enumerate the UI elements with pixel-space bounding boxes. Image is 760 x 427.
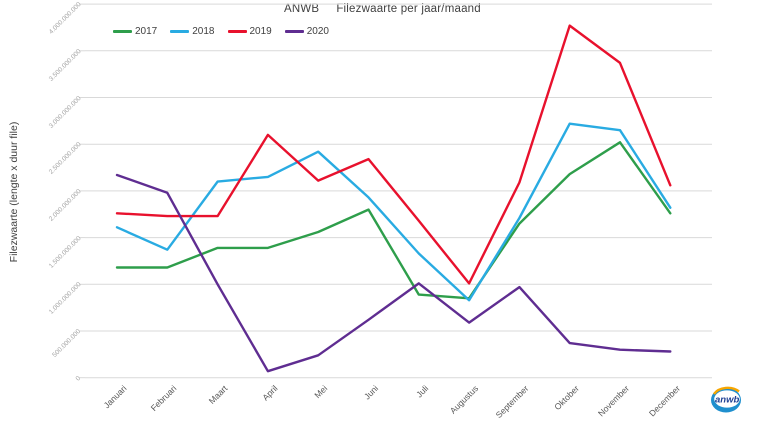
legend-label-2017: 2017 xyxy=(135,26,158,37)
series-line-2020 xyxy=(115,173,672,373)
series-line-2018 xyxy=(115,122,672,302)
legend-item-2020: 2020 xyxy=(284,26,329,37)
series-line-2017 xyxy=(115,141,672,300)
legend-label-2019: 2019 xyxy=(249,26,272,37)
chart-title: ANWB Filezwaarte per jaar/maand xyxy=(284,3,481,15)
legend-swatch-2019 xyxy=(227,30,247,33)
legend-item-2019: 2019 xyxy=(227,26,272,37)
chart-title-text: Filezwaarte per jaar/maand xyxy=(336,3,481,15)
legend: 2017 2018 2019 2020 xyxy=(113,26,329,37)
anwb-logo-text: anwb xyxy=(715,395,739,406)
legend-swatch-2017 xyxy=(113,30,132,33)
series-line-2019 xyxy=(115,24,672,285)
legend-item-2017: 2017 xyxy=(113,26,157,37)
legend-label-2018: 2018 xyxy=(192,26,215,37)
legend-swatch-2020 xyxy=(284,30,304,33)
legend-swatch-2018 xyxy=(170,30,190,33)
legend-label-2020: 2020 xyxy=(306,26,329,37)
legend-item-2018: 2018 xyxy=(170,26,215,37)
anwb-logo: anwb xyxy=(707,385,745,415)
chart-title-brand: ANWB xyxy=(284,3,320,15)
anwb-logo-graphic: anwb xyxy=(711,386,741,413)
